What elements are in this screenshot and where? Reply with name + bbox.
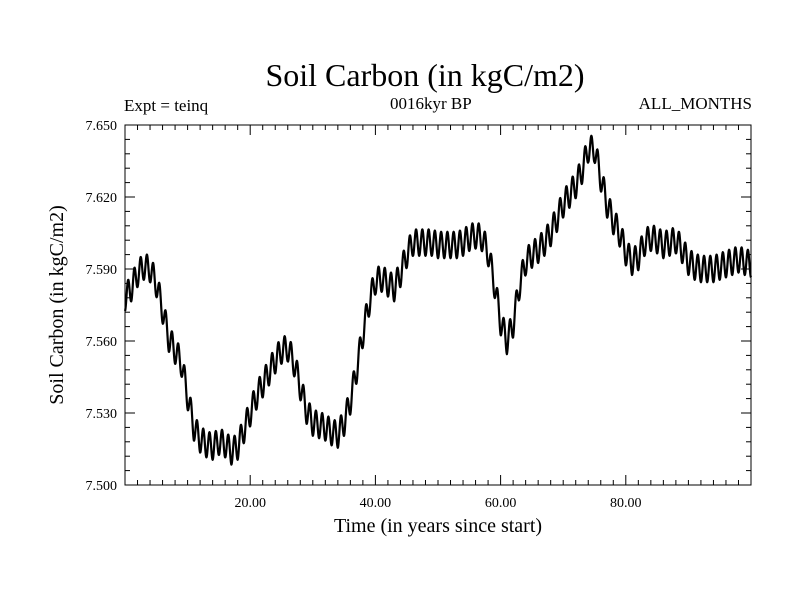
soil-carbon-series-line [123, 134, 752, 466]
experiment-label: Expt = teinq [124, 96, 209, 115]
y-tick-label: 7.620 [86, 191, 118, 206]
y-tick-label: 7.560 [86, 335, 118, 350]
x-tick-label: 40.00 [360, 496, 392, 511]
x-tick-label: 60.00 [485, 496, 517, 511]
y-tick-label: 7.590 [86, 263, 118, 278]
y-tick-label: 7.530 [86, 407, 118, 422]
months-label: ALL_MONTHS [638, 94, 752, 113]
plot-frame [124, 124, 752, 486]
chart-subtitle: 0016kyr BP [390, 94, 472, 113]
x-tick-label: 20.00 [234, 496, 266, 511]
x-tick-label: 80.00 [610, 496, 642, 511]
chart-title: Soil Carbon (in kgC/m2) [265, 57, 585, 93]
y-tick-label: 7.650 [86, 119, 118, 134]
y-tick-label: 7.500 [86, 479, 118, 494]
tick-labels: 20.00 40.00 60.00 80.00 7.500 7.530 7.560 7.590… [86, 119, 642, 511]
axis-ticks [124, 124, 752, 486]
y-axis-label: Soil Carbon (in kgC/m2) [46, 205, 68, 404]
x-axis-label: Time (in years since start) [334, 515, 542, 537]
